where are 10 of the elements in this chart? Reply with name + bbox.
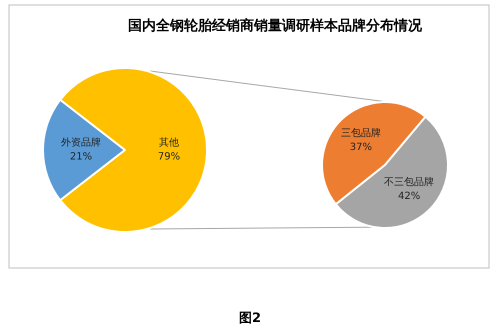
caption: 图2 bbox=[238, 311, 262, 326]
slice-label: 其他 bbox=[159, 136, 179, 148]
data-label: 37% bbox=[350, 142, 372, 153]
data-label: 21% bbox=[70, 152, 92, 162]
slice-label: 外资品牌 bbox=[61, 136, 101, 148]
text: 国内全钢轮胎经销商销量调研样本品牌分布情况 bbox=[128, 17, 423, 34]
data-label: 79% bbox=[158, 152, 180, 162]
slice-label: 三包品牌 bbox=[340, 126, 381, 139]
slice-label: 不三包品牌 bbox=[384, 176, 434, 188]
data-label: 42% bbox=[398, 191, 420, 202]
